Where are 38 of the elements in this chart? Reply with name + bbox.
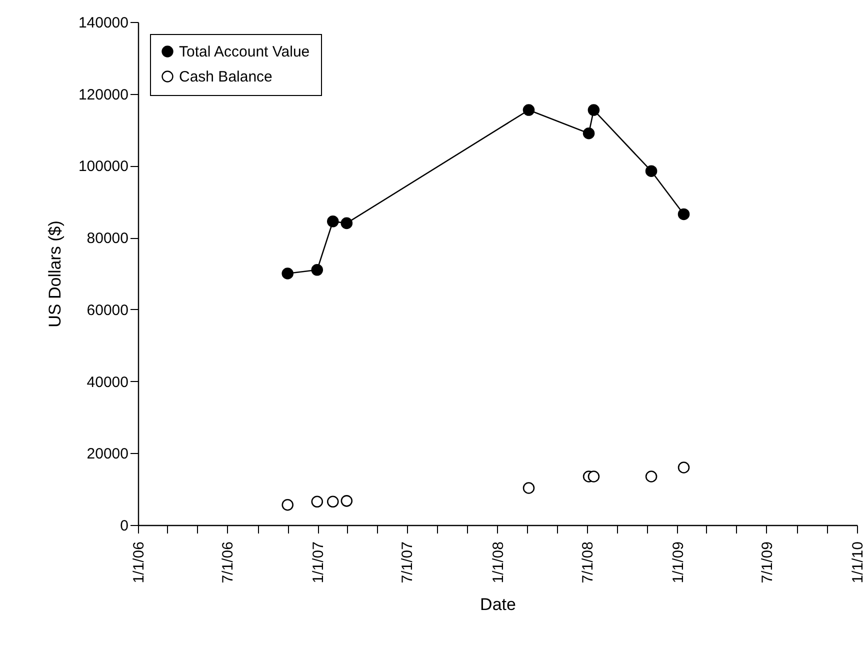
point: [588, 470, 600, 482]
x-tick-label: 1/1/10: [850, 542, 866, 584]
x-tick-label: 7/1/08: [579, 542, 596, 584]
y-tick-label: 40000: [86, 374, 128, 391]
x-tick-label: 1/1/07: [310, 542, 328, 584]
x-axis-title: Date: [480, 595, 516, 614]
x-tick-label: 7/1/07: [399, 542, 416, 584]
point: [326, 216, 339, 228]
point: [282, 268, 294, 280]
point: [522, 482, 535, 494]
y-tick-label: 80000: [86, 230, 128, 248]
y-tick-label: 100000: [78, 158, 128, 176]
x-tick-label: 7/1/06: [220, 542, 237, 584]
point: [311, 264, 324, 276]
legend-label: Cash Balance: [179, 68, 272, 86]
point: [645, 470, 658, 482]
point: [340, 495, 353, 507]
point: [678, 208, 690, 220]
x-tick-label: 7/1/09: [758, 542, 776, 584]
point: [588, 104, 600, 116]
point: [522, 104, 535, 116]
point: [326, 496, 339, 508]
point: [645, 165, 658, 177]
y-tick-label: 60000: [86, 302, 128, 319]
x-tick-label: 1/1/08: [490, 542, 507, 584]
point: [340, 217, 353, 230]
point: [582, 127, 595, 140]
point: [678, 462, 690, 474]
y-tick-label: 20000: [86, 446, 128, 463]
x-tick-label: 1/1/09: [670, 542, 687, 584]
y-tick-label: 0: [120, 518, 128, 534]
y-axis-title: US Dollars ($): [45, 220, 64, 328]
legend-label: Total Account Value: [179, 44, 310, 60]
point: [311, 496, 324, 508]
point: [282, 498, 294, 511]
y-tick-label: 140000: [78, 14, 128, 32]
y-tick-label: 120000: [78, 86, 128, 104]
x-tick-label: 1/1/06: [130, 542, 148, 584]
